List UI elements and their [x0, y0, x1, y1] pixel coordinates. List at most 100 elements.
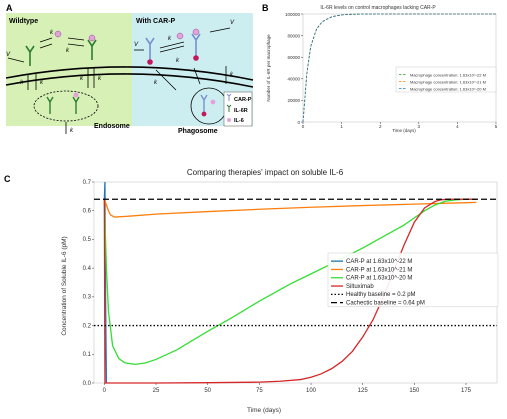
rate-label-kin-r: k [20, 80, 24, 86]
y-tick-label: 100000 [285, 12, 301, 17]
legend-il6-icon [227, 118, 231, 122]
chart-c-plot: 0 25 50 75 100 125 150 175 0.0 0.1 0.2 0.3 0.4 0.5 0.6… [83, 180, 498, 394]
panel-c-letter: C [4, 174, 11, 184]
x-tick-label: 5 [495, 124, 498, 129]
x-tick-label: 150 [409, 388, 420, 394]
legend-il6-label: IL-6 [234, 118, 244, 124]
y-tick-label: 0.5 [83, 237, 92, 243]
rate-arrows [7, 27, 231, 134]
cell-membrane [5, 66, 254, 81]
y-tick-label: 80000 [287, 33, 300, 38]
x-tick-label: 25 [153, 388, 160, 394]
chart-b-title: IL-6R levels on control macrophages lack… [320, 5, 436, 11]
legend-il6r-label: IL-6R [234, 108, 248, 114]
legend-carp-label: CAR-P [234, 97, 252, 103]
rate-label-kout-r: k [40, 80, 44, 86]
x-tick-label: 2 [379, 124, 382, 129]
y-tick-label: 0.2 [83, 323, 92, 329]
diagram-legend: CAR-P IL-6R IL-6 [223, 91, 253, 127]
panel-c-chart: C Comparing therapies' impact on soluble… [4, 168, 499, 414]
legend-entry: Macrophage concentration: 1.63x10^-22 M [410, 72, 486, 77]
x-tick-label: 0 [103, 388, 107, 394]
rate-label-krec: k [98, 76, 102, 82]
rate-label-koff-r: k [66, 48, 70, 54]
rate-label-kp: k [230, 72, 234, 78]
chart-c-ylabel: Concentration of Soluble IL-6 (pM) [61, 236, 68, 335]
phagosome-il6-icon [210, 99, 216, 105]
panel-a-letter: A [6, 3, 13, 13]
carp-signal-icon [147, 59, 153, 65]
panel-a-diagram: A Wildtype With CAR-P Endosome Phagosome [5, 3, 254, 135]
panel-b-chart: B IL-6R levels on control macrophages la… [262, 3, 498, 133]
x-tick-label: 4 [456, 124, 459, 129]
y-tick-label: 0 [297, 120, 300, 125]
rate-label-kon-r: k [50, 30, 54, 36]
x-tick-label: 0 [302, 124, 305, 129]
y-tick-label: 0.6 [83, 209, 92, 215]
il6-bound-icon [88, 34, 96, 42]
x-tick-label: 75 [256, 388, 263, 394]
panel-b-letter: B [262, 3, 269, 13]
y-tick-label: 0.0 [83, 381, 92, 387]
phagosome-label: Phagosome [178, 128, 218, 135]
chart-c-xlabel: Time (days) [247, 407, 281, 414]
legend-entry: Healthy baseline = 0.2 pM [346, 292, 416, 298]
legend-box [395, 66, 497, 93]
legend-entry: Macrophage concentration: 1.63x10^-20 M [410, 86, 486, 91]
endosome-outline [33, 90, 99, 122]
il6r-complex-icon [87, 39, 97, 60]
chart-b-legend: Macrophage concentration: 1.63x10^-22 M M… [395, 66, 497, 93]
y-tick-label: 40000 [287, 77, 300, 82]
endosome-il6-icon [73, 92, 79, 98]
rate-label-kin-car: k [154, 80, 158, 86]
chart-c-legend: CAR-P at 1.63x10^-22 M CAR-P at 1.63x10^-… [327, 252, 499, 308]
x-tick-label: 100 [306, 388, 317, 394]
legend-il6r-icon [226, 104, 232, 112]
series-line-3 [103, 198, 477, 384]
x-tick-label: 175 [461, 388, 472, 394]
carp-receptor-icon [145, 33, 201, 60]
y-tick-label: 0.3 [83, 295, 92, 301]
rate-labels: V k k k k k k k V V k k k k [6, 20, 235, 134]
rate-label-kon-car: k [168, 36, 172, 42]
series-line-1 [103, 199, 477, 218]
il6r-receptor-icon [25, 45, 35, 66]
il6-free-icon [54, 30, 62, 38]
endosome-label: Endosome [94, 123, 130, 130]
legend-carp-icon [226, 93, 232, 101]
wildtype-label: Wildtype [9, 18, 38, 25]
y-tick-label: 0.4 [83, 266, 92, 272]
legend-entry: Macrophage concentration: 1.63x10^-21 M [410, 79, 486, 84]
x-tick-label: 3 [418, 124, 421, 129]
series-line-2 [302, 13, 496, 123]
legend-entry: Siltuximab [346, 284, 374, 290]
rate-label-koff-car: k [176, 58, 180, 64]
carp-label: With CAR-P [136, 18, 176, 25]
legend-entry: CAR-P at 1.63x10^-22 M [346, 259, 412, 265]
phagosome-signal-icon [201, 111, 207, 117]
cell-membrane-inner [5, 73, 254, 88]
rate-label-kin-c: k [80, 76, 84, 82]
y-tick-label: 0.7 [83, 180, 92, 186]
rate-label-vr-car: V [134, 42, 139, 48]
rate-label-kdeg: k [70, 128, 74, 134]
y-tick-label: 20000 [287, 98, 300, 103]
phagosome-receptor-icon [200, 94, 208, 112]
series-line-2 [103, 198, 477, 365]
chart-b-xlabel: Time (days) [392, 128, 416, 133]
legend-entry: CAR-P at 1.63x10^-20 M [346, 276, 412, 282]
legend-entry: Cachectic baseline = 0.64 pM [346, 300, 425, 306]
chart-b-ylabel: Number of IL-6R per macrophage [266, 34, 271, 102]
carp-signal-icon-2 [193, 55, 199, 61]
x-tick-label: 1 [340, 124, 343, 129]
free-il6-icon [176, 32, 184, 40]
legend-box [327, 252, 499, 308]
x-tick-label: 50 [204, 388, 211, 394]
rate-label-vr: V [6, 52, 11, 58]
rate-label-v-il6: V [230, 20, 235, 26]
endosome-receptor-icon [46, 96, 80, 114]
x-tick-label: 125 [358, 388, 369, 394]
chart-c-title: Comparing therapies' impact on soluble I… [187, 168, 344, 177]
carp-il6-icon [192, 28, 200, 36]
